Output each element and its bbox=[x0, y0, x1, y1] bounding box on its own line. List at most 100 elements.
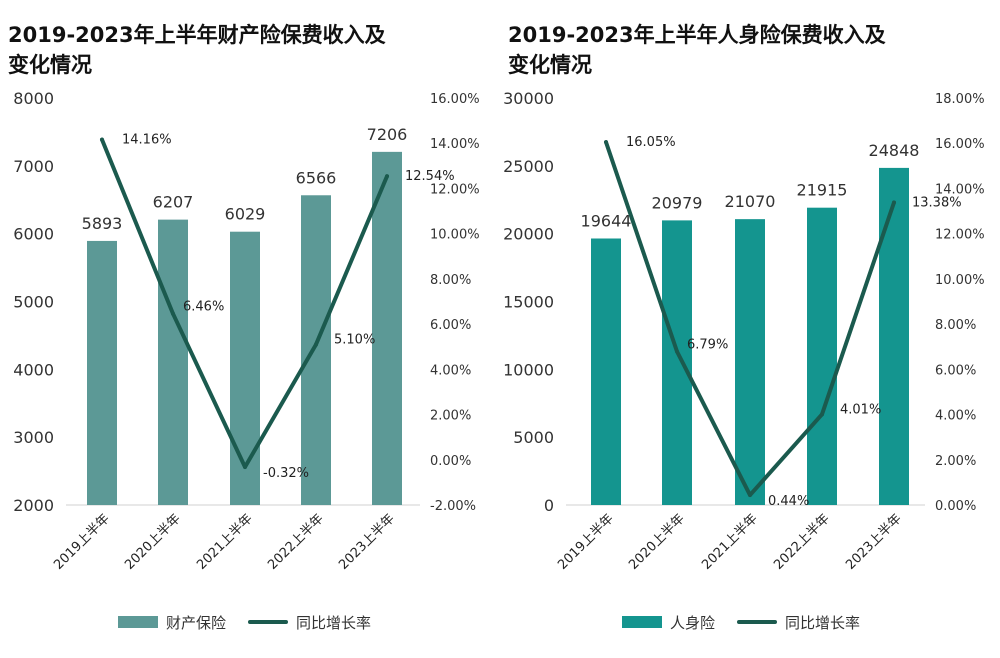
chart-title-line2: 变化情况 bbox=[8, 53, 92, 77]
legend-swatch-bar bbox=[118, 616, 158, 628]
x-axis-category-label: 2022上半年 bbox=[771, 511, 833, 573]
bar-data-label: 5893 bbox=[82, 214, 123, 233]
x-axis-category-label: 2021上半年 bbox=[699, 511, 761, 573]
x-axis-category-label: 2019上半年 bbox=[51, 511, 113, 573]
growth-rate-point bbox=[675, 349, 679, 354]
chart-panel-property: 2019-2023年上半年财产险保费收入及 变化情况 8000 7000 6000 5… bbox=[8, 20, 480, 634]
right-axis-tick-label: 18.00% bbox=[935, 92, 985, 107]
right-axis-tick-label: 0.00% bbox=[935, 499, 976, 514]
bar bbox=[230, 231, 260, 505]
right-axis-tick-label: 2.00% bbox=[430, 409, 471, 424]
bar-data-label: 21915 bbox=[797, 181, 848, 200]
right-axis-tick-label: 4.00% bbox=[935, 409, 976, 424]
legend-label-bar: 财产保险 bbox=[166, 613, 227, 632]
left-axis-tick-label: 10000 bbox=[503, 360, 554, 379]
chart-svg: 8000 7000 6000 5000 4000 3000 2000 16.00% 14.00%… bbox=[13, 89, 480, 573]
bar-data-label: 21070 bbox=[725, 192, 776, 211]
chart-title-line1: 2019-2023年上半年财产险保费收入及 bbox=[8, 23, 386, 47]
x-axis-category-label: 2023上半年 bbox=[336, 511, 398, 573]
left-axis-tick-label: 5000 bbox=[13, 293, 54, 312]
left-axis-tick-label: 25000 bbox=[503, 157, 554, 176]
growth-rate-point bbox=[892, 200, 896, 205]
right-axis-tick-label: 4.00% bbox=[430, 363, 471, 378]
right-axis-tick-label: 6.00% bbox=[430, 318, 471, 333]
legend-swatch-bar bbox=[622, 616, 662, 628]
legend-item-bar: 人身险 bbox=[622, 612, 715, 633]
bar bbox=[372, 151, 402, 505]
growth-rate-point bbox=[820, 412, 824, 417]
bar bbox=[301, 195, 331, 505]
right-axis-tick-label: 8.00% bbox=[430, 273, 471, 288]
right-axis-tick-label: 10.00% bbox=[430, 228, 480, 243]
growth-rate-data-label: 0.44% bbox=[768, 494, 809, 509]
bar bbox=[735, 219, 765, 505]
legend-item-line: 同比增长率 bbox=[737, 612, 860, 633]
x-axis-category-label: 2020上半年 bbox=[122, 511, 184, 573]
growth-rate-point bbox=[385, 174, 389, 179]
x-axis-category-label: 2023上半年 bbox=[843, 511, 905, 573]
growth-rate-data-label: -0.32% bbox=[263, 466, 309, 481]
right-axis-tick-label: 12.00% bbox=[935, 228, 985, 243]
left-axis-tick-label: 2000 bbox=[13, 496, 54, 515]
legend-item-line: 同比增长率 bbox=[248, 612, 371, 633]
bar bbox=[158, 219, 188, 505]
bar-data-label: 19644 bbox=[581, 211, 632, 230]
bar-data-label: 24848 bbox=[869, 141, 920, 160]
right-axis-tick-label: 12.00% bbox=[430, 182, 480, 197]
chart-legend: 财产保险 同比增长率 bbox=[118, 610, 393, 634]
growth-rate-data-label: 6.79% bbox=[687, 337, 728, 352]
bar-data-label: 7206 bbox=[367, 125, 408, 144]
left-axis-tick-label: 3000 bbox=[13, 428, 54, 447]
right-axis-tick-label: 14.00% bbox=[935, 182, 985, 197]
chart-title-line2: 变化情况 bbox=[508, 53, 592, 77]
growth-rate-point bbox=[314, 342, 318, 347]
growth-rate-point bbox=[748, 493, 752, 498]
growth-rate-data-label: 6.46% bbox=[183, 300, 224, 315]
bar-data-label: 6566 bbox=[296, 168, 337, 187]
growth-rate-data-label: 4.01% bbox=[840, 402, 881, 417]
bar-data-label: 6207 bbox=[153, 193, 194, 212]
left-axis-tick-label: 0 bbox=[544, 496, 554, 515]
legend-swatch-line bbox=[248, 620, 289, 624]
bar-data-label: 20979 bbox=[652, 193, 703, 212]
left-axis-tick-label: 8000 bbox=[13, 89, 54, 108]
left-axis-tick-label: 7000 bbox=[13, 157, 54, 176]
left-axis-tick-label: 5000 bbox=[513, 428, 554, 447]
right-axis-tick-label: 16.00% bbox=[430, 92, 480, 107]
x-axis-category-label: 2022上半年 bbox=[265, 511, 327, 573]
growth-rate-data-label: 5.10% bbox=[334, 332, 375, 347]
chart-panel-life: 2019-2023年上半年人身险保费收入及 变化情况 30000 25000 200… bbox=[500, 0, 1000, 658]
chart-legend: 人身险 同比增长率 bbox=[622, 610, 882, 634]
left-axis-tick-label: 4000 bbox=[13, 360, 54, 379]
right-axis-tick-label: 2.00% bbox=[935, 454, 976, 469]
growth-rate-point bbox=[243, 465, 247, 470]
bar bbox=[662, 220, 692, 506]
legend-swatch-line bbox=[737, 620, 778, 624]
right-axis-tick-label: 6.00% bbox=[935, 363, 976, 378]
bar bbox=[87, 240, 117, 505]
legend-label-line: 同比增长率 bbox=[785, 613, 861, 632]
left-axis-tick-label: 20000 bbox=[503, 225, 554, 244]
legend-label-line: 同比增长率 bbox=[296, 613, 372, 632]
x-axis-category-label: 2021上半年 bbox=[194, 511, 256, 573]
bar bbox=[879, 167, 909, 506]
growth-rate-point bbox=[100, 137, 104, 142]
right-axis-tick-label: 16.00% bbox=[935, 137, 985, 152]
bar bbox=[591, 238, 621, 505]
legend-label-bar: 人身险 bbox=[670, 613, 716, 632]
chart-svg: 30000 25000 20000 15000 10000 5000 0 18.00% 16.0… bbox=[503, 89, 985, 573]
right-axis-tick-label: 14.00% bbox=[430, 137, 480, 152]
chart-title: 2019-2023年上半年财产险保费收入及 变化情况 bbox=[8, 20, 428, 80]
growth-rate-data-label: 12.54% bbox=[405, 169, 455, 184]
legend-item-bar: 财产保险 bbox=[118, 612, 226, 633]
bar bbox=[807, 207, 837, 505]
left-axis-tick-label: 6000 bbox=[13, 225, 54, 244]
growth-rate-point bbox=[171, 311, 175, 316]
right-axis-tick-label: -2.00% bbox=[430, 499, 476, 514]
growth-rate-point bbox=[604, 140, 608, 145]
bar-data-label: 6029 bbox=[225, 205, 266, 224]
x-axis-category-label: 2020上半年 bbox=[626, 511, 688, 573]
chart-title-line1: 2019-2023年上半年人身险保费收入及 bbox=[508, 23, 886, 47]
growth-rate-data-label: 13.38% bbox=[912, 195, 962, 210]
chart-title: 2019-2023年上半年人身险保费收入及 变化情况 bbox=[508, 20, 928, 80]
